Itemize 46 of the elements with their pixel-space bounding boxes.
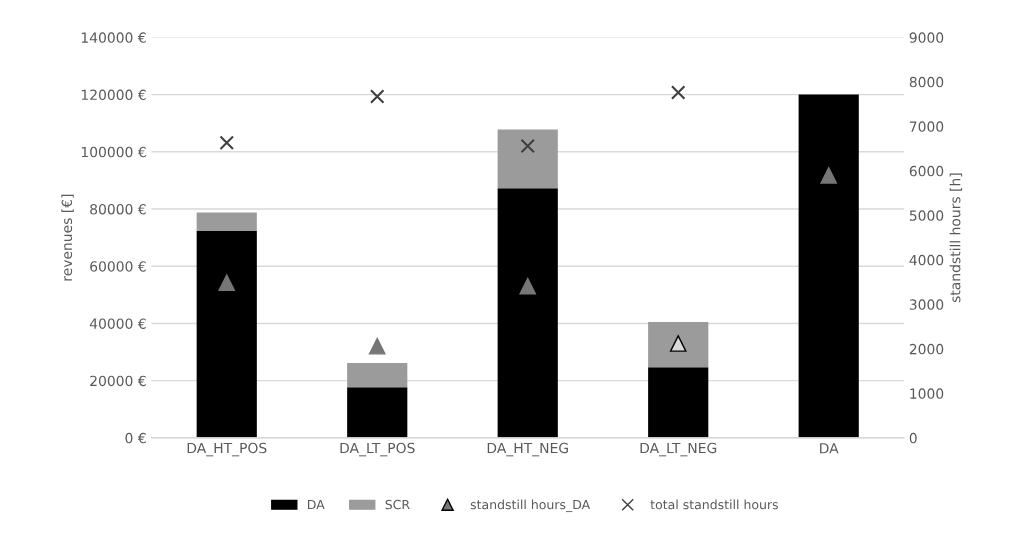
point <box>670 85 686 100</box>
x-tick-label: DA_HT_POS <box>187 442 267 457</box>
point <box>519 277 537 295</box>
legend-label: total standstill hours <box>650 499 779 510</box>
y2-tick-label: 5000 <box>909 210 944 221</box>
legend-label: SCR <box>385 499 410 510</box>
y-tick-label: 40000 € <box>89 318 146 329</box>
bar <box>347 387 408 438</box>
y2-tick-label: 2000 <box>909 343 944 355</box>
point <box>820 166 838 184</box>
bar <box>347 362 408 388</box>
point <box>520 138 536 154</box>
legend-label: standstill hours_DA <box>470 499 591 513</box>
y-tick-label: 20000 € <box>90 375 146 387</box>
y2-tick-label: 6000 <box>909 165 944 177</box>
point <box>369 89 385 104</box>
bar <box>497 188 558 438</box>
point <box>368 337 386 355</box>
legend-label: DA <box>308 500 325 510</box>
bar <box>196 212 257 232</box>
y-tick-label: 80000 € <box>90 203 146 215</box>
bar <box>798 94 859 438</box>
x-tick-label: DA_LT_POS <box>340 442 415 457</box>
y-tick-label: 0 € <box>125 432 146 444</box>
point <box>218 274 236 291</box>
y2-tick-label: 8000 <box>909 76 944 88</box>
y-tick-label: 140000 € <box>81 32 146 43</box>
y2-tick-label: 7000 <box>909 121 944 132</box>
y2-tick-label: 0 <box>909 432 917 444</box>
y2-axis-title: standstill hours [h] <box>949 173 963 303</box>
x-tick-label: DA_LT_NEG <box>640 442 717 457</box>
bar <box>648 322 709 368</box>
x-tick-label: DA <box>820 443 839 454</box>
y-tick-label: 100000 € <box>81 146 146 158</box>
bar <box>648 367 709 438</box>
y2-tick-label: 9000 <box>909 32 944 43</box>
y2-tick-label: 3000 <box>909 299 944 310</box>
y-axis-title: revenues [€] <box>61 194 74 281</box>
y2-tick-label: 1000 <box>910 388 944 399</box>
bar <box>497 129 558 189</box>
y2-tick-label: 4000 <box>909 254 944 266</box>
point <box>219 135 235 151</box>
y-tick-label: 60000 € <box>90 261 146 272</box>
y-tick-label: 120000 € <box>81 89 146 101</box>
bar <box>196 231 257 438</box>
x-tick-label: DA_HT_NEG <box>487 442 568 457</box>
